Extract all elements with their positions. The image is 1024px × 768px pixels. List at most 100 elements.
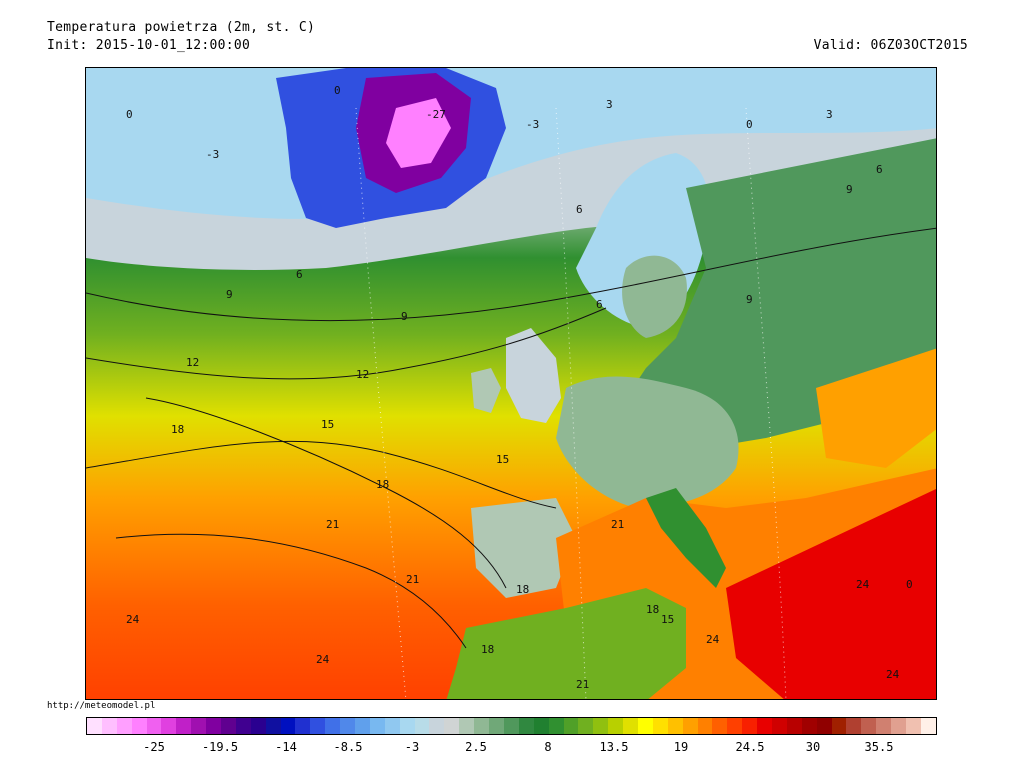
isotherm-label: 0 (906, 578, 913, 591)
isotherm-label: 18 (171, 423, 184, 436)
legend-swatch (846, 718, 862, 734)
isotherm-label: 18 (481, 643, 494, 656)
legend-ticks: -25 -19.5 -14 -8.5 -3 2.5 8 13.5 19 24.5 30 35.5 (86, 740, 937, 756)
legend-swatch (697, 718, 713, 734)
legend-swatch (503, 718, 519, 734)
isotherm-label: -3 (526, 118, 539, 131)
isotherm-label: 0 (334, 84, 341, 97)
isotherm-label: 18 (516, 583, 529, 596)
legend-swatch (265, 718, 281, 734)
legend-swatch (116, 718, 132, 734)
legend-tick-label: 35.5 (864, 740, 894, 754)
legend-tick-label: 24.5 (735, 740, 765, 754)
isotherm-label: 0 (746, 118, 753, 131)
legend-swatch (786, 718, 802, 734)
legend-swatch (176, 718, 192, 734)
legend-swatch (489, 718, 504, 734)
isotherm-label: 18 (646, 603, 659, 616)
legend-swatch (548, 718, 564, 734)
legend-swatch (652, 718, 668, 734)
legend-swatch (414, 718, 430, 734)
legend-swatch (518, 718, 534, 734)
isotherm-label: 6 (596, 298, 603, 311)
isotherm-label: 6 (876, 163, 883, 176)
legend-tick-label: 8 (544, 740, 552, 754)
legend-tick-label: -3 (404, 740, 420, 754)
isotherm-label: -27 (426, 108, 446, 121)
legend-swatch (891, 718, 906, 734)
temperature-map: 0 -27 -3 3 0 -3 0 3 6 6 6 9 9 6 9 9 12 12 15 15 18 18 18 21 21 24… (85, 67, 937, 700)
black-sea-warm (816, 348, 936, 468)
legend-swatch (429, 718, 445, 734)
isotherm-lines (86, 227, 936, 649)
isotherm-label: 21 (406, 573, 419, 586)
legend-swatch (191, 718, 207, 734)
legend-tick-label: 19 (673, 740, 689, 754)
isotherm-label: 9 (226, 288, 233, 301)
isotherm-label: 21 (576, 678, 589, 691)
legend-swatch (876, 718, 892, 734)
isotherm-label: 3 (826, 108, 833, 121)
isotherm-label: 24 (856, 578, 870, 591)
legend-swatch (101, 718, 117, 734)
legend-swatch (235, 718, 251, 734)
legend-swatch (355, 718, 370, 734)
isotherm-label: 0 (126, 108, 133, 121)
isotherm-label: 3 (606, 98, 613, 111)
isotherm-label: 24 (706, 633, 720, 646)
legend-swatch (384, 718, 400, 734)
scandinavia-south (622, 255, 687, 338)
legend-swatch (161, 718, 177, 734)
legend-swatch (444, 718, 460, 734)
legend-tick-label: 13.5 (599, 740, 629, 754)
legend-swatch (146, 718, 162, 734)
legend-swatch (280, 718, 296, 734)
legend-swatch (250, 718, 266, 734)
meridian-lines (355, 107, 787, 699)
legend-swatch (474, 718, 490, 734)
legend-swatch (221, 718, 236, 734)
isotherm-label: 9 (401, 310, 408, 323)
legend-swatch (533, 718, 549, 734)
legend-tick-label: -25 (143, 740, 165, 754)
legend-swatch (399, 718, 415, 734)
isotherm-label: 15 (661, 613, 674, 626)
legend-swatch (667, 718, 683, 734)
isotherm-label: 9 (846, 183, 853, 196)
legend-swatch (831, 718, 847, 734)
isotherm-label: 15 (496, 453, 509, 466)
legend-swatch (608, 718, 624, 734)
legend-swatch (742, 718, 758, 734)
credit-link[interactable]: http://meteomodel.pl (47, 701, 156, 711)
legend-swatch (771, 718, 787, 734)
isotherm-label: 6 (576, 203, 583, 216)
isotherm-label: 6 (296, 268, 303, 281)
legend-swatch (578, 718, 594, 734)
legend-swatch (757, 718, 772, 734)
valid-time: Valid: 06Z03OCT2015 (813, 38, 968, 53)
eastern-med-hot (726, 488, 936, 699)
legend-swatch (637, 718, 653, 734)
isotherm-label: -3 (206, 148, 219, 161)
legend-swatch (131, 718, 147, 734)
legend-swatch (816, 718, 832, 734)
legend-tick-label: -8.5 (333, 740, 363, 754)
legend-tick-label: 30 (805, 740, 821, 754)
legend-swatch (340, 718, 356, 734)
init-time: Init: 2015-10-01_12:00:00 (47, 38, 251, 53)
greenland-summit (386, 98, 451, 168)
isotherm-label: 24 (126, 613, 140, 626)
legend-swatch (861, 718, 877, 734)
legend-swatch (727, 718, 743, 734)
map-title: Temperatura powietrza (2m, st. C) (47, 20, 316, 35)
isotherm-label: 21 (326, 518, 339, 531)
color-legend (86, 717, 937, 735)
isotherm-label: 24 (886, 668, 900, 681)
central-europe (556, 376, 739, 508)
eastern-europe (626, 138, 936, 448)
legend-swatch (920, 718, 936, 734)
italy (646, 488, 726, 588)
legend-swatch (310, 718, 326, 734)
legend-swatch (325, 718, 341, 734)
legend-swatch (87, 718, 102, 734)
